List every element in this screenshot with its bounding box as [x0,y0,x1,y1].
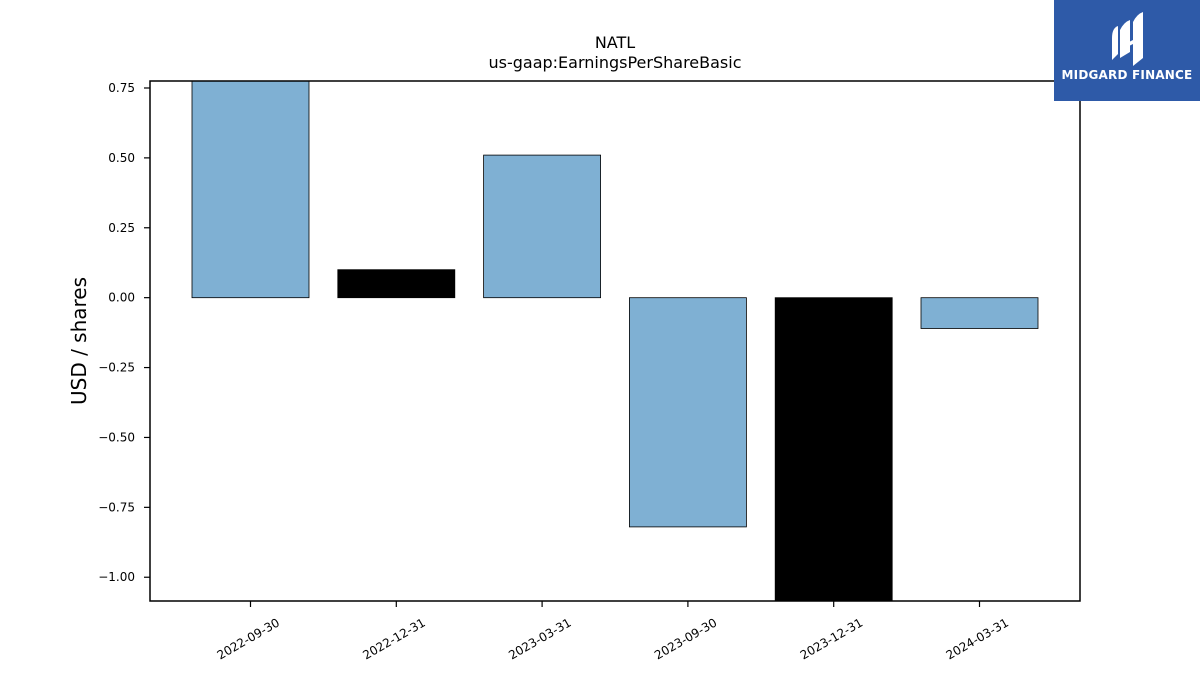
y-tick-label: 0.00 [108,291,135,305]
bar-2022-09-30 [191,80,310,299]
y-tick-label: −0.25 [98,361,135,375]
y-tick-label: −0.50 [98,430,135,444]
bar-2023-09-30 [629,297,747,528]
x-tick-label: 2022-12-31 [360,615,427,662]
y-tick-label: 0.25 [108,221,135,235]
x-tick-label: 2023-09-30 [652,615,719,662]
x-tick-label: 2023-03-31 [506,615,573,662]
y-tick-label: 0.75 [108,81,135,95]
chart-title: NATL [595,33,635,52]
bar-2022-12-31 [337,269,456,299]
y-axis-label: USD / shares [67,277,91,405]
y-tick-label: 0.50 [108,151,135,165]
bar-2024-03-31 [920,297,1039,329]
bar-2023-03-31 [483,154,602,299]
y-tick-label: −0.75 [98,500,135,514]
midgard-logo-icon [1112,12,1143,66]
x-tick-label: 2023-12-31 [798,615,865,662]
x-axis-ticks: 2022-09-30 2022-12-31 2023-03-31 2023-09-30… [215,601,1011,662]
y-axis-ticks: 0.75 0.50 0.25 0.00 −0.25 −0.50 −0.75 −1.00 [98,81,150,584]
y-tick-label: −1.00 [98,570,135,584]
bar-2023-12-31 [774,297,893,602]
x-tick-label: 2024-03-31 [944,615,1011,662]
chart-subtitle: us-gaap:EarningsPerShareBasic [488,53,741,72]
logo-text: MIDGARD FINANCE [1061,68,1193,82]
bars-group [191,80,1039,602]
plot-frame [149,80,1081,602]
x-tick-label: 2022-09-30 [215,615,282,662]
midgard-finance-logo: MIDGARD FINANCE [1054,0,1200,101]
